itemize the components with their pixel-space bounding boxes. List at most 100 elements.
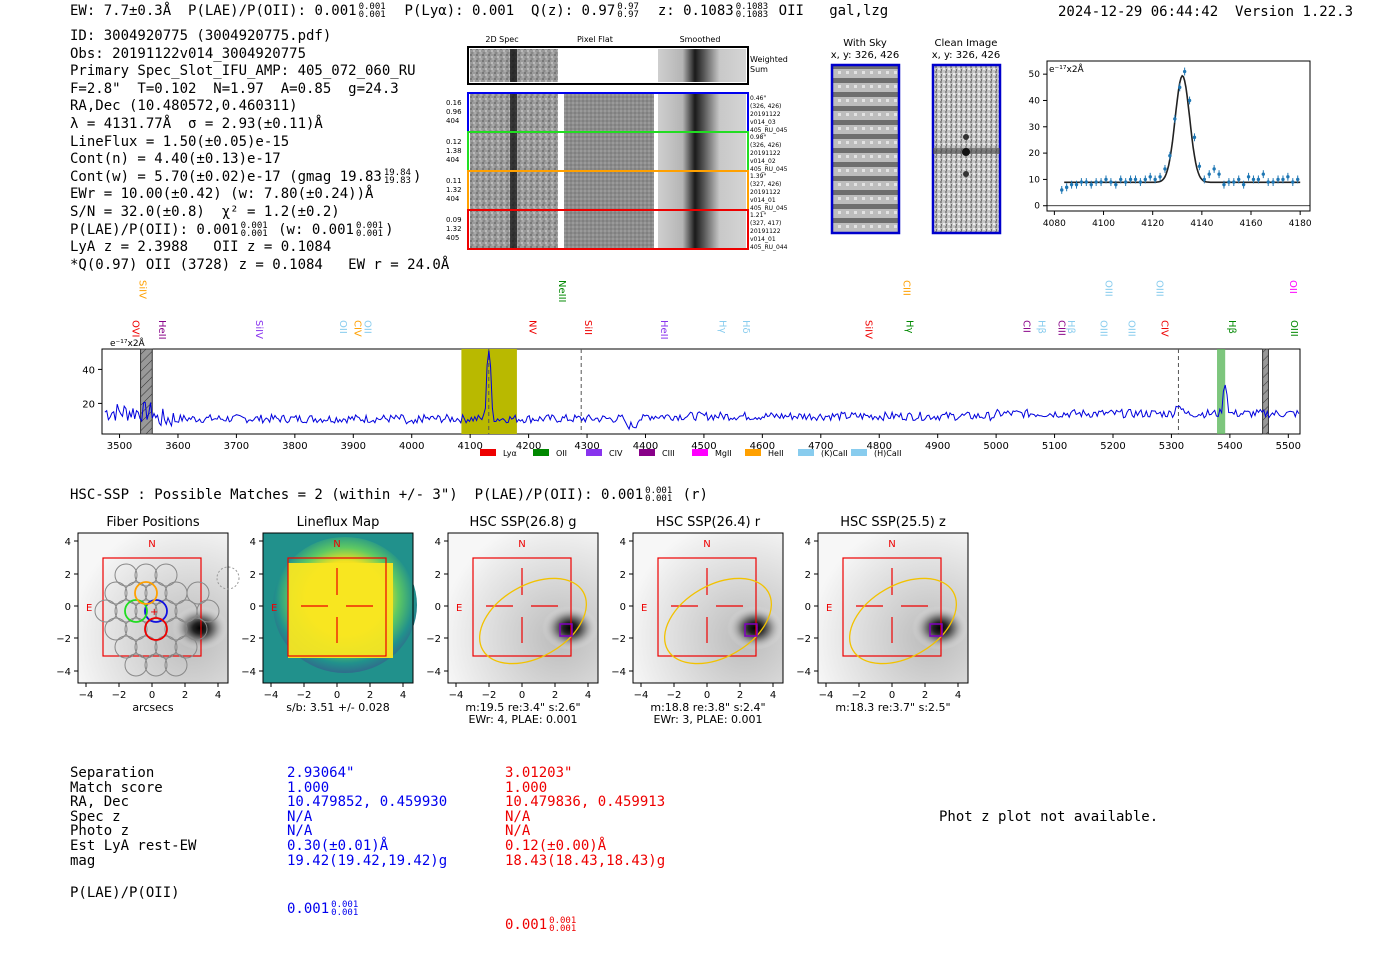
row-smoothed	[658, 94, 746, 131]
fit-point	[1281, 177, 1285, 182]
table-row: Separation 2.93064" 3.01203"	[70, 765, 572, 781]
row-right-label: 20191122	[750, 150, 781, 157]
emission-line-label: CIII	[1056, 320, 1067, 336]
panel-xlabel: m:18.3 re:3.7" s:2.5"	[835, 701, 950, 714]
timestamp-version: 2024-12-29 06:44:42 Version 1.22.3	[1058, 4, 1353, 20]
fit-xtick-label: 4100	[1092, 219, 1115, 229]
fit-point	[1084, 180, 1089, 184]
fit-point	[1060, 188, 1064, 192]
info-plae: P(LAE)/P(OII): 0.001 0.001 0.001 (w: 0.001…	[70, 220, 394, 239]
fit-point	[1251, 177, 1256, 182]
fit-ytick-label: 0	[1034, 202, 1040, 212]
table-row: Est LyA rest-EW 0.30(±0.01)Å 0.12(±0.00)Å	[70, 838, 606, 854]
panel-xlabel: m:19.5 re:3.4" s:2.6"	[465, 701, 580, 714]
panel-ytick-label: 4	[250, 537, 256, 548]
row-right-label: (327, 417)	[750, 220, 781, 227]
panel-xtick-label: −2	[667, 690, 682, 701]
galaxy-blob	[542, 606, 598, 650]
fiber-circle	[134, 635, 158, 659]
emission-line-label: OII	[361, 320, 372, 334]
col-label-2d-spec: 2D Spec	[485, 35, 518, 44]
spec-xtick-label: 4400	[633, 441, 658, 452]
panel-ytick-label: −4	[796, 667, 811, 678]
info-obs: Obs: 20191122v014_3004920775	[70, 45, 307, 62]
table-label: mag	[70, 852, 96, 869]
emission-line-label: OIII	[1126, 320, 1137, 337]
row-left-label: 404	[446, 156, 460, 164]
galaxy-blob	[172, 606, 228, 650]
table-row: RA, Dec 10.479852, 0.459930 10.479836, 0.4…	[70, 794, 665, 810]
emission-line-label: OII	[1287, 280, 1298, 294]
aperture-box	[472, 557, 572, 657]
fiber-circle	[154, 563, 178, 587]
row-right-label: v014_02	[750, 158, 776, 165]
row-pixel-flat	[564, 133, 654, 170]
info-primary: Primary Spec_Slot_IFU_AMP: 405_072_060_R…	[70, 63, 416, 80]
with-sky-title: With Sky	[843, 38, 887, 49]
fiber-circle	[186, 581, 210, 605]
table-value-a: 0.30(±0.01)Å	[287, 837, 389, 854]
row-left-label: 405	[446, 234, 459, 242]
row-left-label: 0.12	[446, 138, 462, 146]
legend-swatch	[480, 449, 496, 456]
table-value-a: N/A	[287, 823, 313, 840]
emission-line-label: HeII	[156, 320, 167, 340]
summary-header: EW: 7.7±0.3Å P(LAE)/P(OII): 0.001 0.001 0.…	[70, 2, 888, 20]
compass-east: E	[271, 603, 277, 614]
hsc-panel: HSC SSP(26.4) r N E 4 −4 2 −2 0 0 −2 2 −4 4 m:18.8 re…	[611, 515, 784, 726]
row-right-label: 1.39"	[750, 173, 766, 180]
spec-xtick-label: 4200	[516, 441, 541, 452]
galaxy-ellipse	[663, 577, 773, 665]
row-smoothed	[658, 133, 746, 170]
spec-xtick-label: 4800	[867, 441, 892, 452]
table-value-b: 1.000	[505, 779, 548, 796]
panel-title: Fiber Positions	[106, 515, 199, 530]
fit-point	[1182, 69, 1187, 74]
spec-ytick-label: 20	[82, 399, 95, 410]
clean-source-spot	[962, 148, 970, 156]
spec-xtick-label: 5400	[1217, 441, 1242, 452]
row-right-label: 20191122	[750, 111, 781, 118]
panel-ytick-label: 2	[435, 570, 441, 581]
row-left-label: 1.32	[446, 225, 462, 233]
table-value-b: 3.01203"	[505, 765, 573, 781]
info-radec: RA,Dec (10.480572,0.460311)	[70, 98, 298, 115]
emission-line-label: CIV	[351, 320, 362, 337]
fit-point	[1079, 180, 1084, 184]
panel-ytick-label: 0	[805, 602, 811, 613]
col-label-pixel-flat: Pixel Flat	[577, 35, 613, 44]
weighted-label-2: Sum	[750, 65, 768, 74]
spectrum-ylabel: e⁻¹⁷x2Å	[110, 337, 146, 349]
counterpart-marker	[744, 623, 758, 637]
hsc-match-title: HSC-SSP : Possible Matches = 2 (within +…	[70, 486, 708, 504]
legend-label: HeII	[768, 449, 784, 458]
compass-north: N	[888, 539, 895, 550]
qz-range: 0.97 0.97	[617, 2, 639, 20]
emission-line-label: OII	[337, 320, 348, 334]
fit-point	[1143, 177, 1148, 182]
panel-ytick-label: −2	[611, 634, 626, 645]
panel-xtick-label: −4	[264, 690, 279, 701]
panel-xtick-label: −4	[819, 690, 834, 701]
legend-label: (H)CaII	[874, 449, 901, 458]
panel-xtick-label: 0	[334, 690, 340, 701]
emission-line-label: OIII	[1102, 280, 1113, 297]
panel-frame	[262, 532, 414, 684]
panel-ytick-label: 0	[435, 602, 441, 613]
fiber-second	[124, 599, 148, 623]
panel-ytick-label: 4	[65, 537, 71, 548]
table-label: Photo z	[70, 823, 130, 840]
spec-xtick-label: 3500	[107, 441, 132, 452]
info-lya: LyA z = 2.3988 OII z = 0.1084	[70, 239, 332, 256]
legend-label: (K)CaII	[821, 449, 848, 458]
table-row: Photo z N/A N/A	[70, 823, 530, 839]
spec-xtick-label: 5100	[1042, 441, 1067, 452]
galaxy-ellipse	[848, 577, 958, 665]
row-right-label: 20191122	[750, 228, 781, 235]
table-label: Est LyA rest-EW	[70, 837, 197, 854]
table-label: Separation	[70, 765, 155, 781]
row-right-label: 0.98"	[750, 134, 766, 141]
panel-xlabel: m:18.8 re:3.8" s:2.4"	[650, 701, 765, 714]
fiber-circle	[104, 617, 128, 641]
